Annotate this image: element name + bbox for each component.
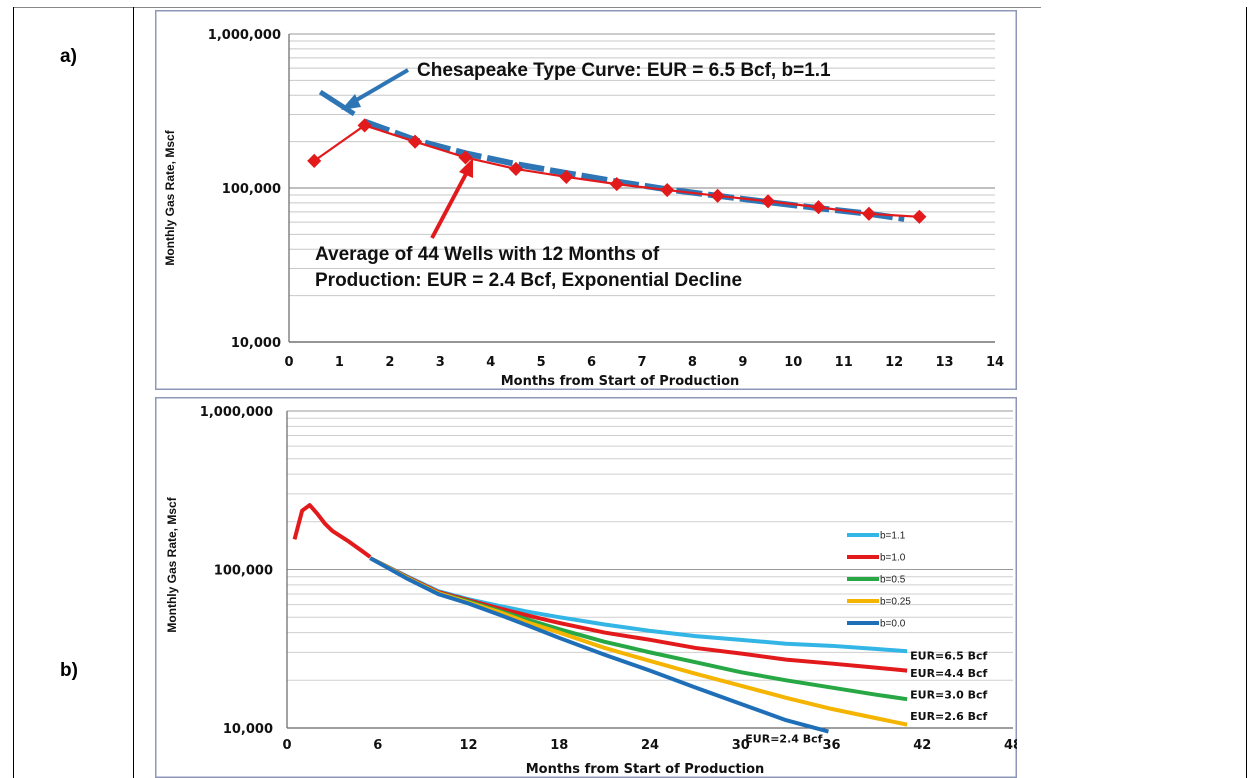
annotation-average-line2: Production: EUR = 2.4 Bcf, Exponential D… — [315, 270, 742, 291]
legend-label: b=0.5 — [880, 575, 906, 586]
average-wells-marker — [307, 153, 322, 168]
panel-a-x-axis-label: Months from Start of Production — [501, 374, 740, 389]
panel-label-b: b) — [60, 660, 78, 681]
x-tick-label: 2 — [385, 355, 394, 370]
panel-b-gridlines — [287, 410, 1013, 729]
y-tick-label: 1,000,000 — [200, 405, 273, 420]
panel-b-legend: b=1.1 b=1.0 b=0.5 b=0.25 b=0.0 — [847, 531, 911, 630]
x-tick-label: 42 — [913, 738, 931, 753]
x-tick-label: 13 — [936, 355, 954, 370]
frame-top-rule — [13, 7, 1041, 8]
chesapeake-arrow-line — [351, 68, 410, 104]
panel-a-border — [155, 10, 1017, 390]
panel-a-series — [307, 89, 927, 224]
average-wells-marker — [811, 200, 826, 215]
y-tick-label: 100,000 — [214, 564, 273, 579]
frame-left-border — [13, 7, 14, 778]
x-tick-label: 8 — [688, 355, 697, 370]
panel-b-x-axis-label: Months from Start of Production — [526, 762, 765, 777]
x-tick-label: 9 — [738, 355, 747, 370]
legend-label: b=0.25 — [880, 597, 911, 608]
x-tick-label: 30 — [732, 738, 750, 753]
x-tick-label: 11 — [835, 355, 853, 370]
y-tick-label: 1,000,000 — [208, 28, 281, 43]
average-wells-marker — [861, 206, 876, 221]
panel-b-y-axis-label: Monthly Gas Rate, Mscf — [165, 496, 179, 632]
eur-label: EUR=6.5 Bcf — [910, 650, 987, 663]
initial-production-curve — [292, 503, 372, 559]
x-tick-label: 4 — [486, 355, 495, 370]
x-tick-label: 12 — [885, 355, 903, 370]
eur-label: EUR=3.0 Bcf — [910, 689, 987, 702]
x-tick-label: 48 — [1004, 738, 1017, 753]
panel-b-axes: 10,000 100,000 1,000,000 0 6 12 18 24 30 36 42 48 — [200, 405, 1017, 753]
x-tick-label: 5 — [537, 355, 546, 370]
eur-label: EUR=4.4 Bcf — [910, 667, 987, 680]
legend-label: b=1.0 — [880, 553, 906, 564]
average-wells-marker — [660, 182, 675, 198]
chart-panel-b: 10,000 100,000 1,000,000 0 6 12 18 24 30 36 42 48 b… — [155, 397, 1017, 778]
x-tick-label: 10 — [784, 355, 802, 370]
y-tick-label: 10,000 — [231, 336, 281, 351]
x-tick-label: 12 — [459, 738, 477, 753]
x-tick-label: 14 — [986, 355, 1004, 370]
average-arrow-line — [430, 171, 469, 239]
x-tick-label: 6 — [587, 355, 596, 370]
frame-column-divider — [133, 7, 134, 778]
average-wells-marker — [761, 194, 776, 209]
series-line-b-0-0 — [369, 556, 829, 734]
legend-label: b=0.0 — [880, 619, 906, 630]
frame-right-border — [1246, 7, 1247, 778]
chesapeake-arrow-head — [341, 94, 361, 110]
x-tick-label: 36 — [822, 738, 840, 753]
average-wells-marker — [609, 177, 624, 192]
panel-a-y-axis-label: Monthly Gas Rate, Mscf — [163, 129, 177, 265]
panel-label-a: a) — [60, 46, 77, 67]
average-arrow-head — [459, 158, 473, 178]
x-tick-label: 6 — [373, 738, 382, 753]
annotation-chesapeake: Chesapeake Type Curve: EUR = 6.5 Bcf, b=… — [417, 60, 831, 81]
panel-b-eur-labels: EUR=6.5 Bcf EUR=4.4 Bcf EUR=3.0 Bcf EUR=2.6… — [745, 650, 987, 746]
average-wells-marker — [912, 209, 927, 224]
average-wells-marker — [458, 150, 473, 165]
panel-a-annotations: Chesapeake Type Curve: EUR = 6.5 Bcf, b=… — [315, 60, 831, 291]
chesapeake-type-curve-start — [318, 89, 356, 117]
average-wells-marker — [710, 188, 725, 203]
eur-label: EUR=2.4 Bcf — [745, 733, 822, 746]
eur-label: EUR=2.6 Bcf — [910, 710, 987, 723]
x-tick-label: 7 — [637, 355, 646, 370]
x-tick-label: 24 — [641, 738, 659, 753]
y-tick-label: 10,000 — [223, 722, 273, 737]
x-tick-label: 3 — [436, 355, 445, 370]
x-tick-label: 18 — [550, 738, 568, 753]
x-tick-label: 1 — [335, 355, 344, 370]
panel-b-series — [292, 503, 908, 734]
average-wells-marker — [357, 118, 372, 133]
legend-label: b=1.1 — [880, 531, 906, 542]
annotation-average-line1: Average of 44 Wells with 12 Months of — [315, 244, 660, 265]
panel-b-border — [155, 397, 1017, 778]
y-tick-label: 100,000 — [222, 182, 281, 197]
x-tick-label: 0 — [284, 355, 293, 370]
x-tick-label: 0 — [282, 738, 291, 753]
